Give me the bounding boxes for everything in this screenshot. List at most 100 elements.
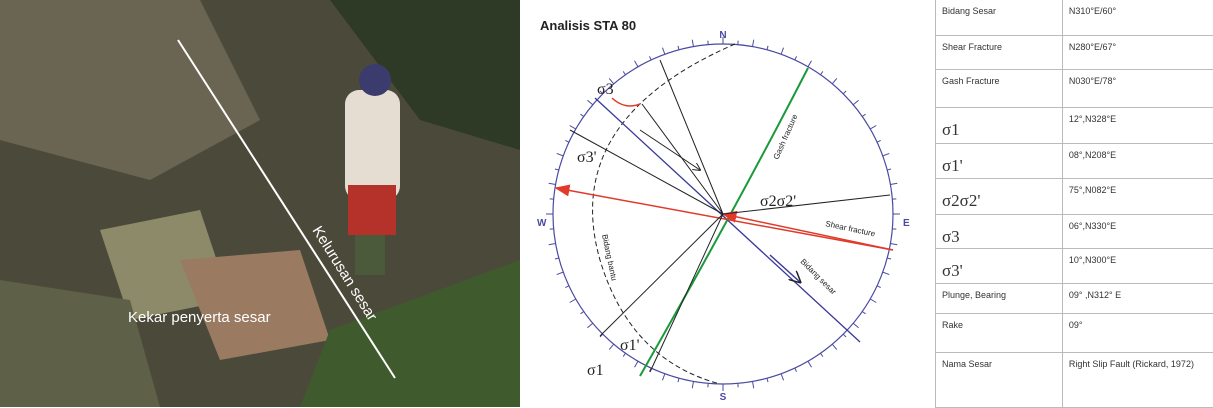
parameter-cell: σ2σ2' [936,178,1063,214]
tick [555,258,559,259]
tick [853,323,858,327]
tick [821,353,823,356]
tick [862,114,865,116]
direction-label: S [720,392,727,403]
parameter-cell: Bidang Sesar [936,0,1063,35]
parameter-cell: σ1' [936,143,1063,178]
slip-arrow [770,255,800,282]
direction-label: E [903,218,910,229]
tick [821,71,823,74]
tick [767,46,768,50]
table-row: σ2σ2'75°,N082°E [936,178,1213,214]
tick [753,40,754,47]
value-cell: 09° [1062,313,1213,352]
tick [870,126,876,130]
diagram-title: Analisis STA 80 [540,18,636,33]
table-row: σ3'10°,N300°E [936,248,1213,283]
tick [678,378,679,382]
tick [678,46,679,50]
value-cell: N310°E/60° [1062,0,1213,35]
tick [555,169,559,170]
tick [662,374,664,381]
tick [570,126,576,130]
value-cell: N280°E/67° [1062,35,1213,69]
tick [753,381,754,388]
parameter-cell: Plunge, Bearing [936,283,1063,313]
figure: Kekar penyerta sesar Kelurusan sesar Ana… [0,0,935,407]
parameter-cell: Gash Fracture [936,69,1063,107]
angle-arc [612,98,640,106]
value-cell: Right Slip Fault (Rickard, 1972) [1062,352,1213,407]
photo-label: Kekar penyerta sesar [128,309,271,326]
feature-label: Gash fracture [772,112,800,160]
tick [808,361,812,367]
tick [692,40,693,47]
parameter-cell: σ3' [936,248,1063,283]
stress-label: σ2σ2' [760,193,796,210]
tick [609,344,613,349]
table-row: σ1'08°,N208°E [936,143,1213,178]
tick [890,244,897,245]
tick [883,272,890,274]
feature-label: Bidang bantu [600,234,619,282]
value-cell: 09° ,N312° E [1062,283,1213,313]
tick [635,361,639,367]
tick [549,244,556,245]
tick [623,71,625,74]
tick [587,100,592,104]
tick [549,183,556,184]
person [355,235,385,275]
tick [887,169,891,170]
stress-line [642,104,723,214]
tick [662,48,664,55]
stress-line [660,60,723,214]
tick [580,312,583,314]
tick [635,61,639,67]
person [345,90,400,200]
tick [843,91,846,94]
tick [808,61,812,67]
tick [570,299,576,303]
tick [890,183,897,184]
tick [781,374,783,381]
value-cell: 12°,N328°E [1062,107,1213,143]
stress-line [650,214,723,372]
feature-label: Shear fracture [825,219,877,238]
tick [692,381,693,388]
value-cell: 08°,N208°E [1062,143,1213,178]
parameter-cell: Nama Sesar [936,352,1063,407]
stereonet: Analisis STA 80 N E S W Gash fracture Sh… [537,18,910,403]
person [348,185,396,235]
page: {"photo": {"labels": ["Kekar penyerta se… [0,0,1213,407]
parameter-cell: σ1 [936,107,1063,143]
stress-label: σ3 [597,81,614,98]
tick [557,153,564,155]
person [359,64,391,96]
tick [649,56,651,60]
stress-line [570,130,723,214]
tick [557,272,564,274]
stress-label: σ3' [577,149,597,166]
tick [832,78,836,83]
stress-label: σ1 [587,362,604,379]
tick [565,286,569,288]
parameter-cell: σ3 [936,214,1063,248]
tick [853,100,858,104]
tick [767,378,768,382]
direction-label: W [537,218,547,229]
tick [877,140,881,142]
direction-label: N [719,30,726,41]
tick [565,140,569,142]
tick [887,258,891,259]
tick [580,114,583,116]
tick [587,323,592,327]
gash-fracture [640,68,808,376]
